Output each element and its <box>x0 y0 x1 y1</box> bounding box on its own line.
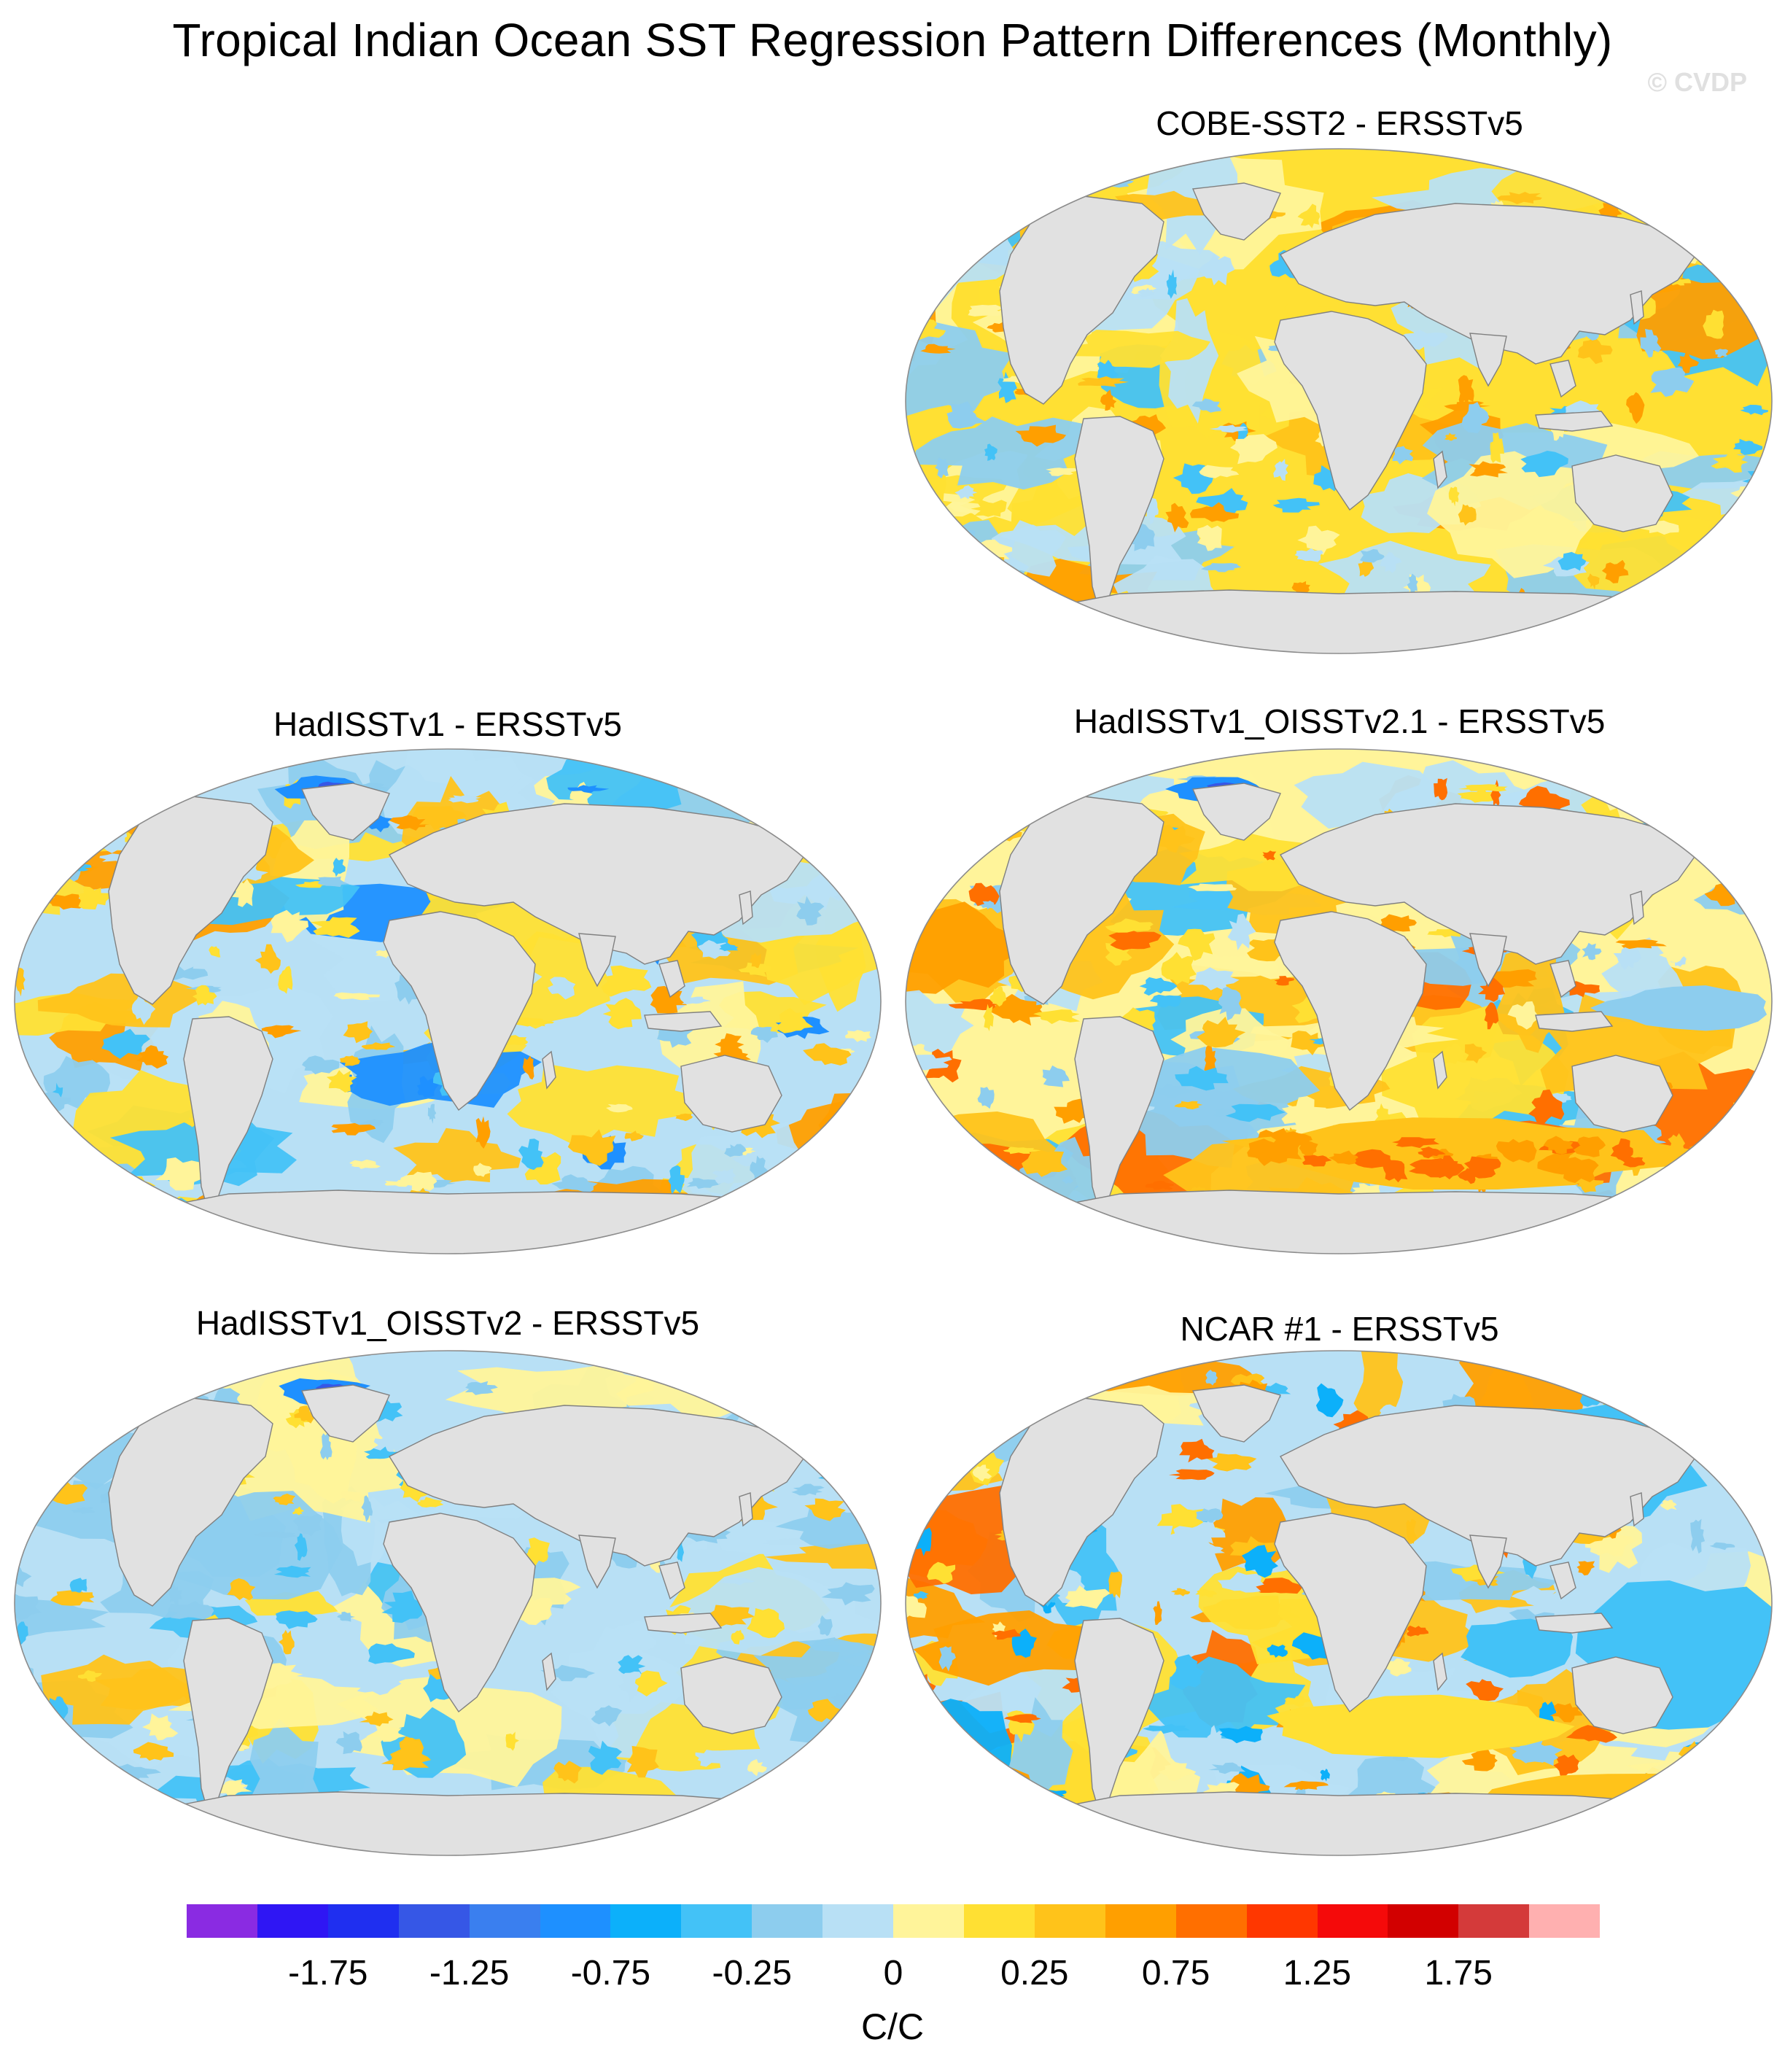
colorbar-tick-label: -1.75 <box>288 1954 368 1993</box>
panel-title-hadisst: HadISSTv1 - ERSSTv5 <box>273 705 623 743</box>
colorbar-swatch <box>1246 1904 1318 1938</box>
colorbar-swatch <box>963 1904 1035 1938</box>
colorbar <box>187 1904 1601 1938</box>
colorbar-swatch <box>1388 1904 1459 1938</box>
page-title: Tropical Indian Ocean SST Regression Pat… <box>172 14 1613 66</box>
colorbar-swatch <box>1317 1904 1388 1938</box>
colorbar-swatch <box>398 1904 470 1938</box>
colorbar-units: C/C <box>860 2006 925 2047</box>
map-hadisst <box>14 748 882 1254</box>
colorbar-swatch <box>187 1904 257 1938</box>
colorbar-swatch <box>681 1904 752 1938</box>
colorbar-swatch <box>610 1904 682 1938</box>
colorbar-swatch <box>1458 1904 1530 1938</box>
colorbar-swatch <box>1175 1904 1247 1938</box>
colorbar-swatch <box>1529 1904 1601 1938</box>
colorbar-swatch <box>1105 1904 1176 1938</box>
colorbar-swatch <box>1034 1904 1105 1938</box>
map-hadisst-oisst2 <box>14 1350 882 1856</box>
colorbar-tick-label: 0.75 <box>1141 1954 1210 1993</box>
colorbar-tick-label: 0.25 <box>1000 1954 1069 1993</box>
colorbar-swatch <box>752 1904 823 1938</box>
colorbar-tick-label: 1.25 <box>1283 1954 1352 1993</box>
panel-title-hadisst-oisst21: HadISSTv1_OISSTv2.1 - ERSSTv5 <box>1073 702 1606 740</box>
watermark: © CVDP <box>1647 67 1747 97</box>
colorbar-tick-label: -0.75 <box>570 1954 651 1993</box>
panel-title-ncar1: NCAR #1 - ERSSTv5 <box>1180 1310 1499 1348</box>
colorbar-swatch <box>327 1904 399 1938</box>
colorbar-swatch <box>257 1904 328 1938</box>
colorbar-tick-label: -1.25 <box>429 1954 510 1993</box>
panel-title-hadisst-oisst2: HadISSTv1_OISSTv2 - ERSSTv5 <box>195 1304 700 1342</box>
colorbar-swatch <box>893 1904 964 1938</box>
panel-title-cobe: COBE-SST2 - ERSSTv5 <box>1156 104 1523 142</box>
colorbar-tick-label: 1.75 <box>1424 1954 1493 1993</box>
map-hadisst-oisst21 <box>905 748 1773 1254</box>
map-cobe <box>905 148 1773 654</box>
colorbar-tick-label: 0 <box>883 1954 903 1993</box>
colorbar-swatch <box>540 1904 611 1938</box>
map-ncar1 <box>905 1350 1773 1856</box>
colorbar-tick-label: -0.25 <box>712 1954 792 1993</box>
colorbar-swatch <box>469 1904 540 1938</box>
colorbar-swatch <box>822 1904 894 1938</box>
